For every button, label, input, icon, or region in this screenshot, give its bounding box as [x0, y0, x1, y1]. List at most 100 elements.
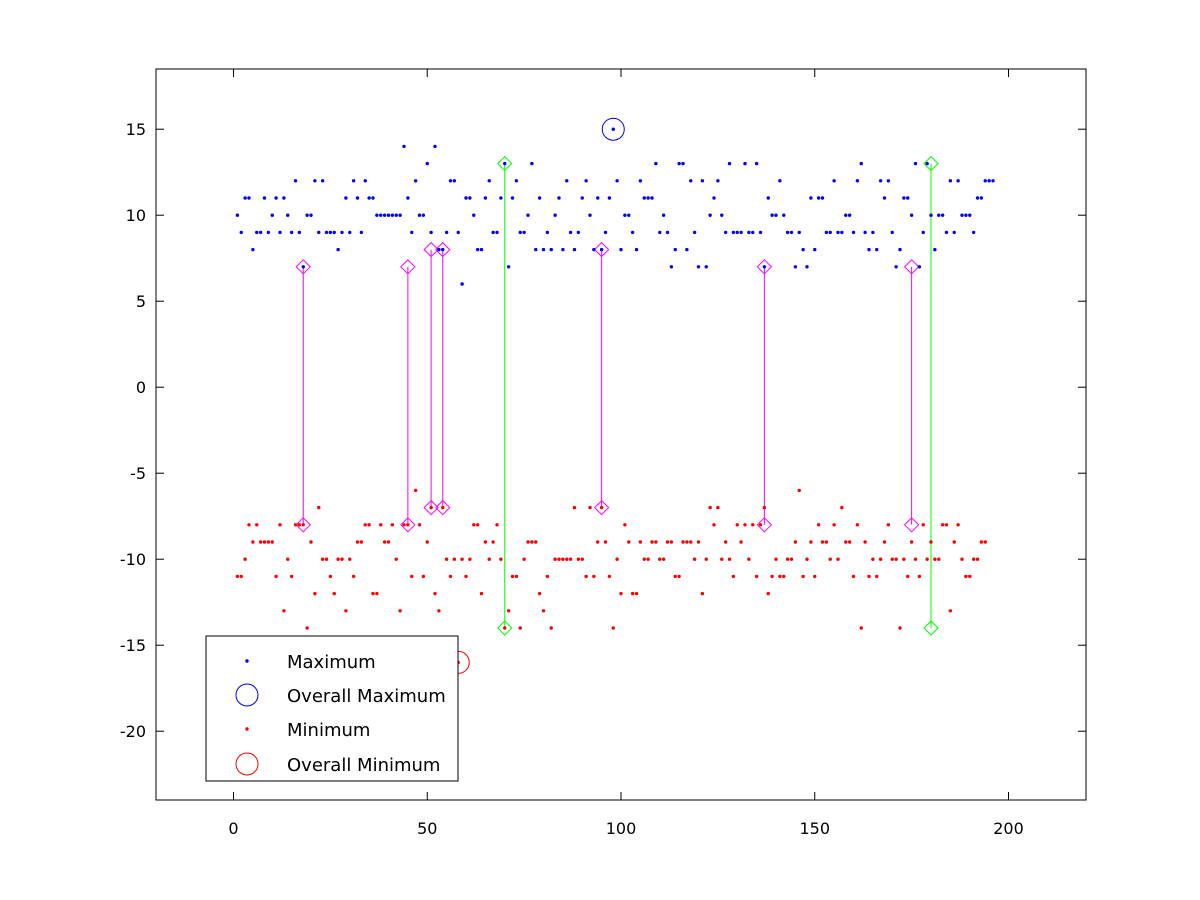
maximum-point [743, 161, 747, 166]
minimum-point [479, 591, 484, 596]
maximum-point [867, 247, 871, 252]
minimum-point [909, 540, 914, 544]
minimum-point [778, 574, 782, 579]
maximum-point [859, 161, 863, 166]
maximum-point [274, 196, 278, 200]
minimum-point [421, 574, 426, 579]
maximum-point [371, 196, 375, 200]
minimum-point [417, 523, 422, 527]
minimum-point [867, 574, 871, 579]
maximum-point [623, 213, 627, 217]
maximum-point [902, 196, 906, 200]
minimum-point [704, 557, 708, 561]
maximum-point [437, 247, 441, 252]
maximum-point [766, 196, 770, 200]
minimum-point [971, 557, 976, 561]
minimum-point [270, 540, 274, 544]
minimum-point [654, 540, 658, 544]
minimum-point [433, 591, 437, 596]
maximum-point [952, 230, 956, 235]
minimum-point [371, 591, 375, 596]
minimum-point [785, 557, 790, 561]
legend: Maximum Overall Maximum Minimum Overall Min… [205, 635, 459, 782]
maximum-point [723, 230, 728, 235]
maximum-point [809, 196, 813, 200]
minimum-point [731, 574, 736, 579]
maximum-point [909, 213, 914, 217]
diamond-marker [923, 155, 939, 172]
maximum-point [661, 213, 666, 217]
maximum-point [805, 265, 809, 269]
maximum-point [968, 213, 972, 217]
minimum-point [468, 557, 472, 561]
legend-circle-marker [235, 752, 259, 776]
maximum-point [522, 230, 526, 235]
minimum-point [332, 591, 336, 596]
minimum-point [262, 540, 267, 544]
maximum-point [964, 213, 968, 217]
minimum-point [526, 540, 530, 544]
minimum-point [278, 523, 282, 527]
minimum-point [855, 523, 860, 527]
minimum-point [630, 591, 635, 596]
minimum-point [255, 523, 259, 527]
diamond-marker [497, 155, 513, 172]
minimum-point [340, 557, 344, 561]
maximum-point [685, 247, 689, 252]
minimum-point [944, 523, 949, 527]
x-tick-label: 150 [799, 819, 830, 838]
minimum-point [627, 540, 631, 544]
minimum-point [813, 574, 817, 579]
diamond-marker [756, 259, 773, 275]
maximum-point [518, 230, 522, 235]
maximum-point [487, 179, 491, 183]
diamond-marker [497, 620, 513, 636]
data-points [235, 117, 995, 674]
legend-circle-marker [235, 683, 259, 707]
minimum-point [324, 557, 329, 561]
minimum-point [871, 557, 875, 561]
maximum-point [572, 247, 577, 252]
minimum-point [878, 557, 883, 561]
maximum-point [441, 247, 445, 252]
minimum-point [448, 574, 453, 579]
maximum-point [898, 247, 902, 252]
x-tick-label: 50 [417, 819, 437, 838]
minimum-point [948, 609, 953, 613]
maximum-point [731, 230, 736, 235]
maximum-point [297, 230, 302, 235]
minimum-point [712, 523, 716, 527]
maximum-point [561, 247, 565, 252]
maximum-point [541, 247, 546, 252]
minimum-point [960, 557, 964, 561]
maximum-point [468, 196, 472, 200]
minimum-point [398, 609, 402, 613]
minimum-point [553, 557, 557, 561]
minimum-point [875, 574, 879, 579]
maximum-point [549, 247, 553, 252]
minimum-point [475, 523, 480, 527]
maximum-point [324, 230, 329, 235]
minimum-point [305, 626, 309, 630]
minimum-point [956, 523, 960, 527]
diamond-marker [903, 259, 920, 275]
maximum-point [382, 213, 387, 217]
maximum-point [344, 196, 348, 200]
legend-label: Maximum [287, 652, 376, 673]
link-lines [295, 155, 939, 636]
maximum-point [266, 230, 271, 235]
maximum-point [677, 161, 681, 166]
maximum-point [638, 179, 643, 183]
maximum-point [797, 230, 801, 235]
maximum-point [270, 213, 274, 217]
maximum-point [499, 196, 503, 200]
maximum-point [289, 230, 294, 235]
minimum-point [530, 540, 534, 544]
minimum-point [952, 540, 956, 544]
minimum-point [863, 540, 867, 544]
minimum-point [576, 557, 581, 561]
y-tick-label: -20 [120, 722, 146, 741]
minimum-point [801, 574, 805, 579]
diamond-marker [435, 499, 451, 516]
maximum-point [320, 179, 325, 183]
